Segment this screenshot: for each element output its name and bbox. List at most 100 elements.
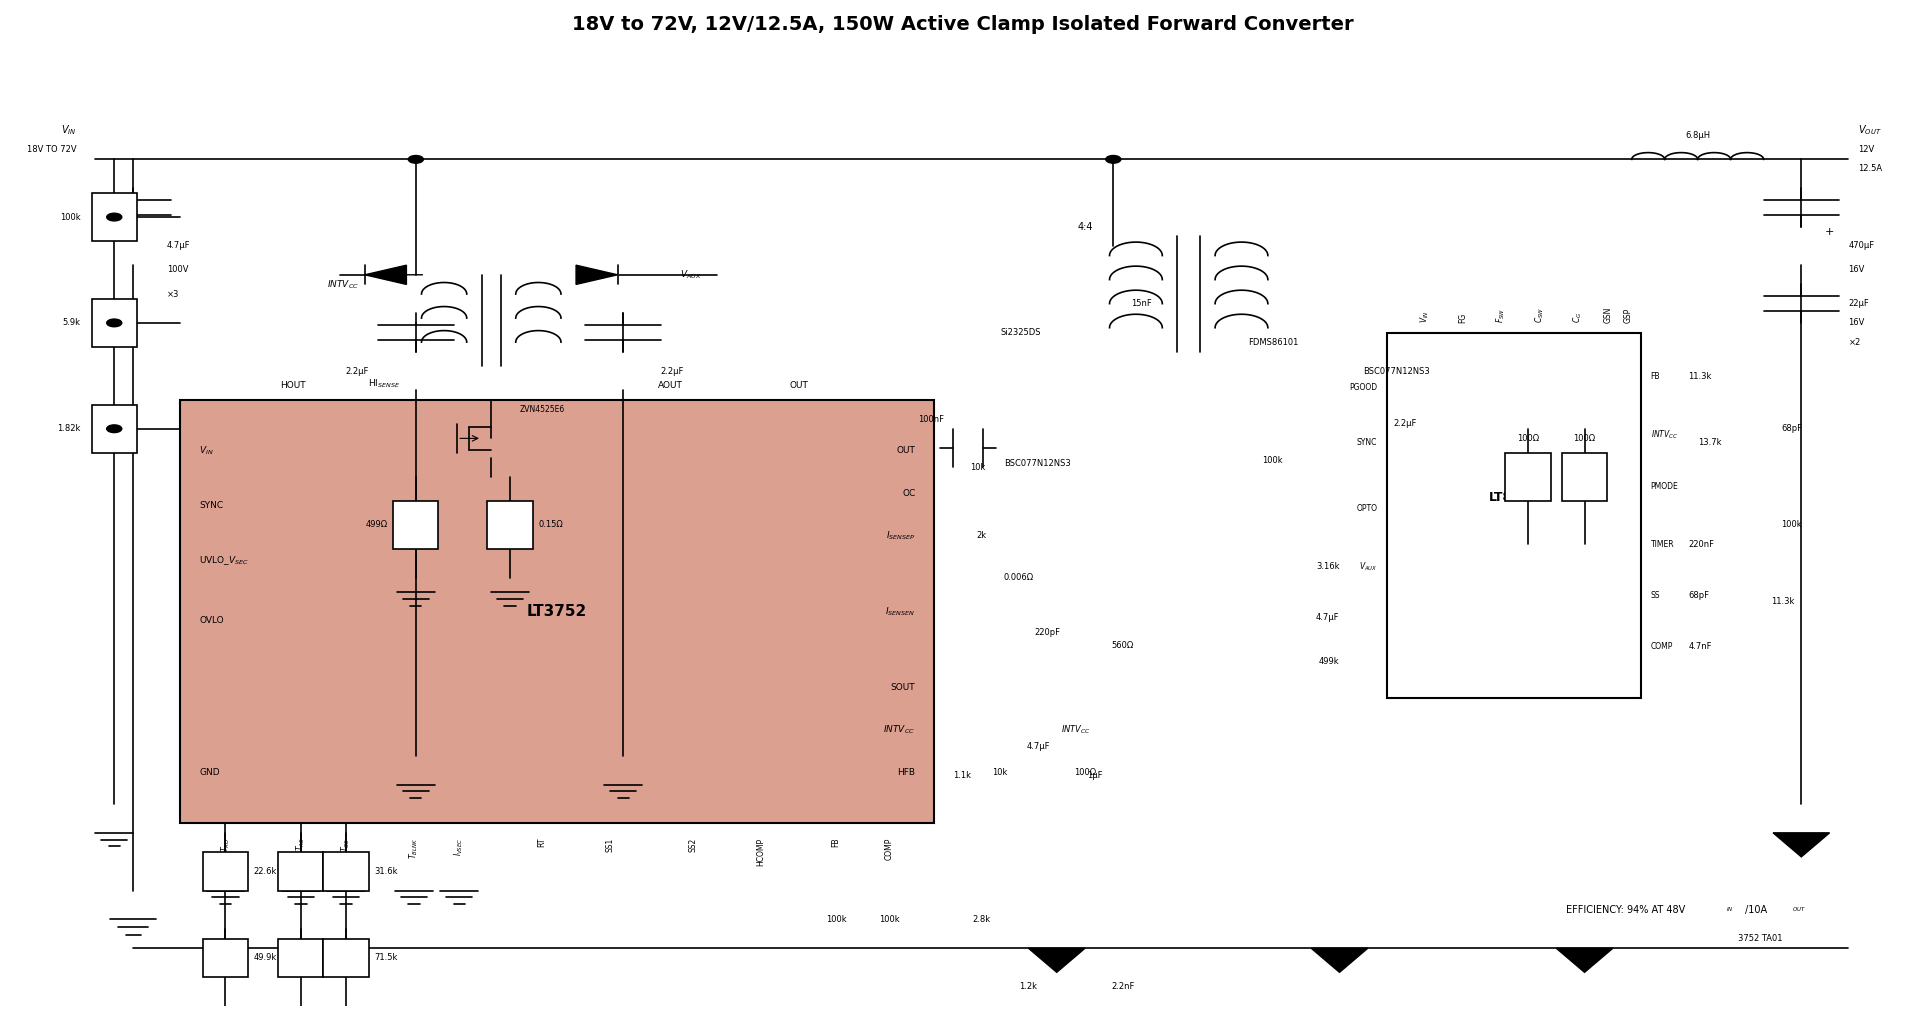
Text: HCOMP: HCOMP — [756, 837, 766, 866]
Text: 100k: 100k — [826, 915, 847, 924]
Text: $V_{OUT}$: $V_{OUT}$ — [1859, 124, 1882, 138]
Bar — [92, 404, 136, 452]
Text: 100k: 100k — [1782, 521, 1803, 530]
Text: 15nF: 15nF — [1131, 299, 1152, 308]
Text: 4.7µF: 4.7µF — [1315, 614, 1340, 622]
Bar — [323, 938, 369, 977]
Text: 6.8µH: 6.8µH — [1686, 131, 1711, 140]
Text: ×2: ×2 — [1849, 338, 1860, 347]
Bar — [1563, 452, 1607, 501]
Text: 4.7µF: 4.7µF — [167, 241, 190, 250]
Text: 71.5k: 71.5k — [374, 954, 397, 963]
Text: OVLO: OVLO — [200, 616, 225, 625]
Text: FDMS86101: FDMS86101 — [1248, 338, 1298, 347]
Text: 560Ω: 560Ω — [1112, 641, 1135, 650]
Text: GND: GND — [200, 768, 219, 777]
Text: $V_{IN}$: $V_{IN}$ — [1419, 310, 1430, 323]
Text: $_{OUT}$: $_{OUT}$ — [1791, 906, 1805, 914]
Text: OUT: OUT — [897, 446, 916, 455]
Text: 16V: 16V — [1849, 319, 1864, 328]
Text: SS1: SS1 — [605, 837, 614, 852]
Text: 10k: 10k — [970, 463, 985, 472]
Bar — [204, 853, 248, 890]
Text: SYNC: SYNC — [200, 501, 223, 510]
Text: HOUT: HOUT — [280, 381, 305, 390]
Text: 100V: 100V — [167, 265, 188, 275]
Text: LT8311: LT8311 — [1490, 490, 1538, 503]
Text: SS: SS — [1651, 591, 1661, 600]
Text: ×3: ×3 — [167, 290, 179, 298]
Text: BSC077N12NS3: BSC077N12NS3 — [1004, 458, 1071, 468]
Text: 4:4: 4:4 — [1077, 222, 1092, 232]
Text: FB: FB — [1651, 372, 1661, 381]
Bar — [323, 853, 369, 890]
Text: 31.6k: 31.6k — [374, 867, 397, 876]
Text: 22.6k: 22.6k — [253, 867, 276, 876]
Text: $INTV_{CC}$: $INTV_{CC}$ — [328, 278, 359, 291]
Text: FG: FG — [1459, 312, 1467, 323]
Text: AOUT: AOUT — [659, 381, 684, 390]
Text: 100Ω: 100Ω — [1073, 768, 1096, 777]
Text: 2.2µF: 2.2µF — [660, 367, 684, 376]
Text: RT: RT — [538, 837, 547, 847]
Bar — [1386, 333, 1642, 698]
Text: FB: FB — [831, 837, 841, 847]
Polygon shape — [576, 265, 618, 285]
Bar — [204, 938, 248, 977]
Text: COMP: COMP — [885, 837, 893, 860]
Text: 220pF: 220pF — [1035, 628, 1060, 637]
Text: 10k: 10k — [993, 768, 1008, 777]
Text: 68pF: 68pF — [1782, 425, 1803, 433]
Text: COMP: COMP — [1651, 642, 1672, 651]
Text: 16V: 16V — [1849, 265, 1864, 275]
Text: $C_G$: $C_G$ — [1571, 311, 1584, 323]
Text: $I_{SENSEP}$: $I_{SENSEP}$ — [887, 529, 916, 541]
Text: $V_{AUX}$: $V_{AUX}$ — [1359, 561, 1377, 573]
Text: 11.3k: 11.3k — [1770, 597, 1793, 606]
Text: 470µF: 470µF — [1849, 241, 1874, 250]
Text: 100Ω: 100Ω — [1574, 434, 1596, 443]
Text: 22µF: 22µF — [1849, 299, 1870, 308]
Text: 100nF: 100nF — [918, 415, 943, 424]
Bar — [488, 501, 532, 549]
Text: 2.2µF: 2.2µF — [1394, 420, 1417, 429]
Text: 11.3k: 11.3k — [1688, 372, 1711, 381]
Text: SYNC: SYNC — [1357, 438, 1377, 447]
Text: 4.7nF: 4.7nF — [1688, 642, 1713, 651]
Text: $INTV_{CC}$: $INTV_{CC}$ — [1060, 724, 1091, 736]
Polygon shape — [1029, 949, 1085, 972]
Text: HI$_{SENSE}$: HI$_{SENSE}$ — [369, 378, 399, 390]
Text: $INTV_{CC}$: $INTV_{CC}$ — [883, 724, 916, 736]
Text: $I_{VSEC}$: $I_{VSEC}$ — [453, 837, 465, 856]
Text: ZVN4525E6: ZVN4525E6 — [520, 405, 564, 414]
Text: PGOOD: PGOOD — [1350, 383, 1377, 392]
Text: $V_{IN}$: $V_{IN}$ — [61, 124, 77, 138]
Polygon shape — [1557, 949, 1613, 972]
Text: 68pF: 68pF — [1688, 591, 1709, 600]
Bar — [394, 501, 438, 549]
Bar — [1505, 452, 1551, 501]
Text: 7.32k: 7.32k — [328, 954, 353, 963]
Circle shape — [108, 213, 121, 221]
Bar — [278, 938, 323, 977]
Text: 2.8k: 2.8k — [972, 915, 991, 924]
Polygon shape — [365, 265, 407, 285]
Text: 100k: 100k — [879, 915, 899, 924]
Text: /10A: /10A — [1745, 905, 1766, 915]
Text: 2.2µF: 2.2µF — [346, 367, 369, 376]
Text: 3752 TA01: 3752 TA01 — [1738, 934, 1782, 943]
Text: 13.7k: 13.7k — [1697, 438, 1720, 447]
Text: 4.7µF: 4.7µF — [1025, 741, 1050, 750]
Text: 12V: 12V — [1859, 145, 1874, 154]
Text: 2.2nF: 2.2nF — [1112, 982, 1135, 991]
Text: 5.9k: 5.9k — [61, 319, 81, 328]
Bar — [278, 853, 323, 890]
Text: 1.1k: 1.1k — [954, 771, 972, 780]
Text: 499k: 499k — [1319, 658, 1340, 666]
Text: 18V TO 72V: 18V TO 72V — [27, 145, 77, 154]
Text: $F_{SW}$: $F_{SW}$ — [1496, 307, 1507, 323]
Text: Si2325DS: Si2325DS — [1000, 328, 1041, 337]
Text: 100k: 100k — [60, 212, 81, 222]
Text: UVLO_$V_{SEC}$: UVLO_$V_{SEC}$ — [200, 554, 250, 567]
Text: 0.006Ω: 0.006Ω — [1004, 573, 1035, 582]
